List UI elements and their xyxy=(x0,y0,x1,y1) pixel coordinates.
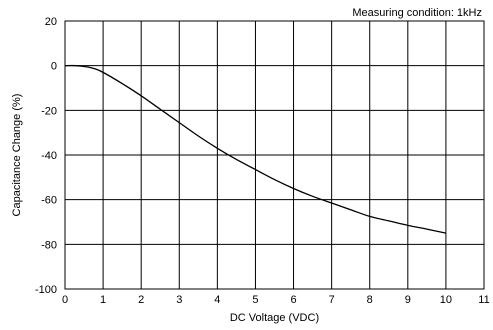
y-tick-label: -100 xyxy=(35,284,57,296)
y-tick-label: 20 xyxy=(45,16,57,28)
x-tick-label: 9 xyxy=(405,294,411,306)
x-tick-labels: 0 1 2 3 4 5 6 7 8 9 10 11 xyxy=(62,294,490,306)
measuring-condition-annotation: Measuring condition: 1kHz xyxy=(352,7,482,19)
x-tick-label: 5 xyxy=(252,294,258,306)
y-tick-labels: 20 0 -20 -40 -60 -80 -100 xyxy=(35,16,57,296)
y-tick-label: -60 xyxy=(41,195,57,207)
x-tick-label: 0 xyxy=(62,294,68,306)
x-tick-label: 10 xyxy=(440,294,452,306)
grid xyxy=(65,21,484,289)
y-tick-label: -80 xyxy=(41,239,57,251)
series-line xyxy=(64,64,447,234)
y-tick-label: -40 xyxy=(41,150,57,162)
x-tick-label: 3 xyxy=(176,294,182,306)
x-tick-label: 6 xyxy=(290,294,296,306)
x-axis-label: DC Voltage (VDC) xyxy=(230,312,319,324)
x-tick-label: 1 xyxy=(100,294,106,306)
x-tick-label: 8 xyxy=(367,294,373,306)
plot-frame xyxy=(64,20,485,290)
y-tick-label: -20 xyxy=(41,105,57,117)
x-tick-label: 2 xyxy=(138,294,144,306)
x-tick-label: 4 xyxy=(214,294,220,306)
y-axis-label: Capacitance Change (%) xyxy=(11,94,23,217)
y-tick-label: 0 xyxy=(51,61,57,73)
x-tick-label: 7 xyxy=(329,294,335,306)
x-tick-label: 11 xyxy=(478,294,489,306)
series-layer xyxy=(64,64,447,234)
